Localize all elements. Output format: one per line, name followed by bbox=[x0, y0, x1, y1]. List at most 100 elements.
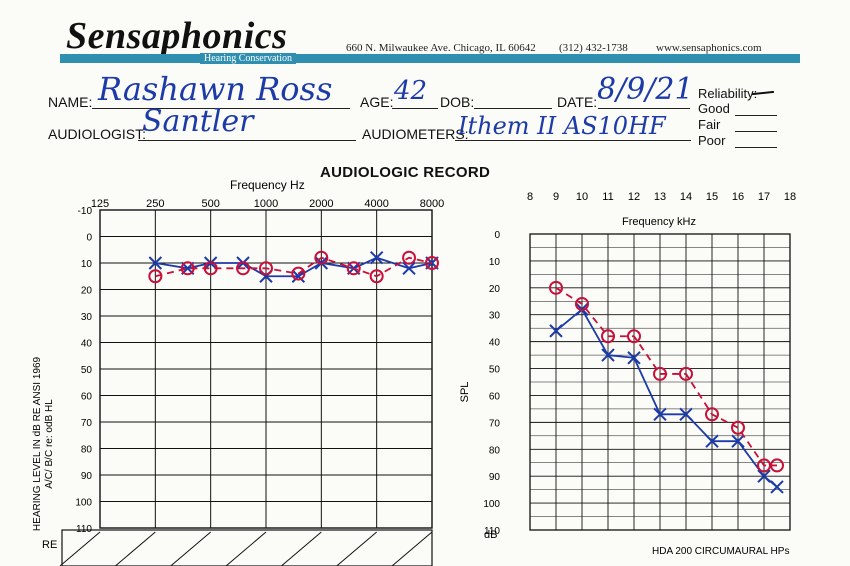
left-lower-diag bbox=[115, 531, 156, 566]
reliability-fair: Fair bbox=[698, 117, 721, 132]
left-point-circle bbox=[203, 261, 218, 276]
left-point-circle bbox=[314, 250, 329, 265]
audiogram-right-ticks: 8 9 10 11 12 13 14 15 16 17 18 0 10 20 30 40 50 60 70 80 90 1… bbox=[483, 191, 796, 537]
left-point-circle bbox=[425, 256, 439, 270]
left-y-tick: 40 bbox=[81, 339, 93, 350]
right-x-tick: 12 bbox=[628, 191, 640, 203]
date-line bbox=[598, 108, 690, 109]
left-y-tick: 20 bbox=[81, 286, 93, 297]
left-y-tick: 10 bbox=[81, 259, 93, 270]
right-y-tick: 10 bbox=[489, 257, 501, 268]
right-point-cross-b bbox=[627, 351, 641, 365]
left-x-tick: 125 bbox=[91, 198, 109, 210]
left-point-circle bbox=[369, 269, 384, 284]
left-lower-diag bbox=[336, 531, 377, 566]
left-point-cross-b bbox=[402, 261, 416, 276]
right-y-tick: 80 bbox=[489, 445, 501, 456]
right-x-tick: 8 bbox=[527, 191, 533, 203]
right-x-tick: 17 bbox=[758, 191, 770, 203]
left-y-tick: 30 bbox=[81, 312, 93, 323]
left-lower-diag bbox=[391, 531, 433, 566]
right-footnote: HDA 200 CIRCUMAURAL HPs bbox=[652, 546, 789, 557]
left-ylabel2: A/C/ B/C re: odB HL bbox=[44, 399, 55, 489]
right-point-circle bbox=[627, 329, 641, 344]
record-title: AUDIOLOGIC RECORD bbox=[320, 164, 491, 181]
dob-line bbox=[474, 108, 552, 109]
left-xlabel: Frequency Hz bbox=[230, 178, 305, 192]
right-point-cross-b bbox=[705, 434, 719, 448]
left-y-tick: 50 bbox=[81, 365, 93, 376]
left-y-tick: 80 bbox=[81, 445, 93, 456]
right-x-tick: 10 bbox=[576, 191, 588, 203]
right-x-tick: 18 bbox=[784, 191, 796, 203]
left-point-circle bbox=[259, 261, 273, 276]
right-db-unit: dB bbox=[484, 529, 497, 541]
age-line bbox=[392, 108, 438, 109]
left-y-tick: 70 bbox=[81, 418, 93, 429]
brand-bar bbox=[60, 54, 800, 63]
audiogram-right-marks bbox=[549, 280, 784, 494]
audiologist-line bbox=[138, 140, 356, 141]
right-point-circle bbox=[575, 296, 589, 311]
age-value: 42 bbox=[394, 76, 428, 106]
left-point-circle bbox=[291, 266, 306, 281]
right-y-tick: 90 bbox=[489, 472, 501, 483]
right-y-tick: 0 bbox=[494, 230, 500, 241]
right-point-cross-b bbox=[731, 434, 745, 448]
website: www.sensaphonics.com bbox=[656, 42, 762, 54]
right-y-tick: 60 bbox=[489, 391, 501, 402]
left-x-tick: 4000 bbox=[364, 198, 388, 210]
right-x-tick: 15 bbox=[706, 191, 718, 203]
right-point-circle bbox=[770, 458, 784, 473]
re-label: RE bbox=[42, 539, 57, 551]
left-y-tick: -10 bbox=[78, 206, 93, 217]
left-x-tick: 2000 bbox=[309, 198, 333, 210]
name-line bbox=[92, 108, 350, 109]
left-ylabel: HEARING LEVEL IN dB RE ANSI 1969 bbox=[32, 356, 43, 531]
audiometers-line bbox=[455, 140, 691, 141]
phone: (312) 432-1738 bbox=[559, 42, 628, 54]
left-point-circle bbox=[148, 269, 163, 284]
address: 660 N. Milwaukee Ave. Chicago, IL 60642 bbox=[346, 42, 536, 54]
reliability-label: Reliability: bbox=[698, 86, 758, 101]
date-label: DATE: bbox=[557, 94, 598, 110]
right-point-circle bbox=[679, 366, 693, 381]
right-point-cross-b bbox=[601, 348, 615, 362]
right-point-cross-b bbox=[679, 407, 693, 421]
audiologist-label: AUDIOLOGIST: bbox=[48, 126, 147, 142]
right-point-circle bbox=[731, 420, 745, 435]
right-point-circle bbox=[601, 329, 615, 344]
left-x-tick: 250 bbox=[146, 198, 164, 210]
right-y-tick: 20 bbox=[489, 284, 501, 295]
right-x-tick: 14 bbox=[680, 191, 692, 203]
right-x-tick: 16 bbox=[732, 191, 744, 203]
left-lower-diag bbox=[170, 531, 211, 566]
left-x-tick: 1000 bbox=[254, 198, 278, 210]
fair-line bbox=[735, 131, 777, 132]
audiometers-value: Ithem II AS10HF bbox=[458, 112, 666, 140]
right-x-tick: 9 bbox=[553, 191, 559, 203]
left-lower-diag bbox=[281, 531, 322, 566]
good-line bbox=[735, 115, 777, 116]
right-y-tick: 40 bbox=[489, 338, 501, 349]
reliability-good: Good bbox=[698, 101, 730, 116]
audiogram-left-ticks: 125 250 500 1000 2000 4000 8000 -10 0 10 20 30 40 50 6… bbox=[75, 198, 444, 535]
name-value: Rashawn Ross bbox=[98, 70, 333, 108]
right-y-tick: 70 bbox=[489, 418, 501, 429]
left-point-circle bbox=[180, 261, 195, 276]
right-xlabel: Frequency kHz bbox=[622, 216, 696, 228]
left-series-line-1 bbox=[155, 256, 433, 278]
poor-line bbox=[735, 147, 777, 148]
right-series-line-0 bbox=[555, 307, 778, 488]
left-lower-diag bbox=[59, 531, 101, 566]
left-y-tick: 100 bbox=[75, 498, 92, 509]
right-x-tick: 11 bbox=[602, 191, 613, 203]
left-x-tick: 500 bbox=[201, 198, 219, 210]
right-point-cross-b bbox=[653, 407, 667, 421]
right-point-circle bbox=[653, 366, 667, 381]
right-point-cross-b bbox=[549, 324, 563, 338]
right-point-cross-b bbox=[770, 480, 784, 494]
dob-label: DOB: bbox=[440, 94, 475, 110]
right-y-tick: 100 bbox=[483, 499, 500, 510]
right-point-cross-b bbox=[757, 469, 771, 483]
